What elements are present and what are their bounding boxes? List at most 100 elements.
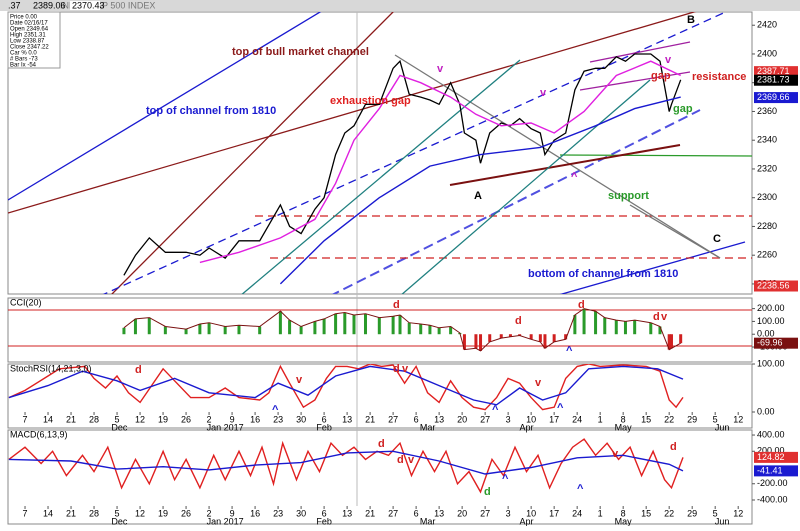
month-label: Mar: [420, 516, 436, 526]
y-tick-label: 2300: [757, 192, 777, 202]
y-tick-label: 100.00: [757, 316, 785, 326]
y-tick-label: 100.00: [757, 358, 785, 368]
header-symbol: INDEX S&P 500 INDEX: [60, 0, 155, 10]
x-tick-label: 1: [598, 508, 603, 518]
annotation: v: [665, 54, 672, 66]
bar: [398, 315, 402, 335]
x-tick-label: 2: [207, 414, 212, 424]
x-tick-label: 27: [480, 508, 490, 518]
x-tick-label: 30: [296, 414, 306, 424]
x-tick-label: 5: [115, 414, 120, 424]
x-tick-label: 27: [388, 414, 398, 424]
annotation: top of bull market channel: [232, 46, 369, 58]
y-tick-label: 0.00: [757, 406, 775, 416]
panel-title: StochRSI(14,21,3,0): [10, 363, 92, 373]
macd-frame: [7, 429, 753, 525]
readout-label: 2238.56: [757, 280, 790, 290]
bar: [364, 313, 368, 335]
series-line: [8, 364, 684, 411]
annotation: d: [393, 299, 400, 311]
month-label: May: [615, 516, 633, 526]
y-tick-label: -200.00: [757, 478, 788, 488]
x-tick-label: 21: [66, 508, 76, 518]
info-line: Close 2347.22: [10, 45, 49, 51]
x-tick-label: 6: [322, 508, 327, 518]
readout-box: [754, 66, 798, 78]
trendline: [629, 204, 721, 259]
x-tick-label: 5: [115, 508, 120, 518]
cci-frame: [7, 297, 753, 363]
annotation: resistance: [692, 71, 746, 83]
bar: [278, 311, 282, 335]
y-tick-label: 400.00: [757, 429, 785, 439]
x-tick-label: 15: [641, 414, 651, 424]
annotation: v: [402, 363, 409, 375]
x-tick-label: 8: [621, 508, 626, 518]
series-line: [279, 96, 681, 285]
readout-box: [754, 74, 798, 86]
annotation: d: [515, 315, 522, 327]
annotation: ^: [502, 473, 509, 485]
bar: [614, 320, 618, 335]
x-tick-label: 6: [322, 414, 327, 424]
x-tick-label: 13: [434, 508, 444, 518]
annotation: v: [296, 374, 303, 386]
annotation: ^: [272, 404, 279, 416]
header-bar: [0, 0, 800, 11]
bar: [573, 315, 577, 335]
x-tick-label: 21: [365, 508, 375, 518]
annotation: exhaustion gap: [330, 95, 411, 107]
bar: [313, 321, 317, 335]
panel: [8, 438, 684, 494]
bar: [258, 326, 262, 335]
bar: [582, 308, 586, 335]
y-tick-label: 2400: [757, 48, 777, 58]
x-tick-label: 28: [89, 508, 99, 518]
readout-box: [754, 280, 798, 292]
x-tick-label: 8: [621, 414, 626, 424]
x-tick-label: 15: [641, 508, 651, 518]
panel-title: MACD(6,13,9): [10, 429, 68, 439]
x-tick-label: 17: [549, 414, 559, 424]
bar: [407, 322, 411, 335]
info-line: Price 0.00: [10, 15, 38, 21]
x-tick-label: 9: [230, 508, 235, 518]
x-tick-label: 23: [273, 414, 283, 424]
x-tick-label: 29: [687, 508, 697, 518]
annotation: gap: [673, 103, 693, 115]
month-label: Jun: [715, 422, 730, 432]
annotation: d: [135, 364, 142, 376]
x-tick-label: 27: [388, 508, 398, 518]
y-tick-label: 2320: [757, 163, 777, 173]
annotation: v: [437, 63, 444, 75]
trendline: [449, 144, 681, 186]
price-frame: [7, 11, 753, 295]
annotation: v: [540, 87, 547, 99]
month-label: Jun: [715, 516, 730, 526]
readout-label: -69.96: [757, 338, 783, 348]
annotation: ^: [557, 402, 564, 414]
y-tick-label: 2420: [757, 20, 777, 30]
trendline: [589, 41, 691, 63]
x-tick-label: 5: [713, 508, 718, 518]
trendline: [111, 12, 394, 294]
info-line: Open 2349.64: [10, 27, 49, 33]
readout-label: 2381.73: [757, 75, 790, 85]
info-line: Low 2338.87: [10, 39, 45, 45]
annotation: ^: [492, 404, 499, 416]
header-box: [70, 1, 100, 10]
y-tick-label: 2340: [757, 135, 777, 145]
month-label: Feb: [316, 516, 332, 526]
bar: [658, 326, 662, 335]
y-tick-label: 2260: [757, 250, 777, 260]
panel: [122, 308, 683, 352]
month-label: Apr: [520, 422, 534, 432]
bar: [343, 312, 347, 335]
header-value: 2389.06: [33, 0, 66, 10]
bar: [207, 322, 211, 335]
bar: [428, 325, 432, 335]
x-tick-label: 7: [23, 508, 28, 518]
x-tick-label: 3: [506, 508, 511, 518]
x-tick-label: 21: [365, 414, 375, 424]
